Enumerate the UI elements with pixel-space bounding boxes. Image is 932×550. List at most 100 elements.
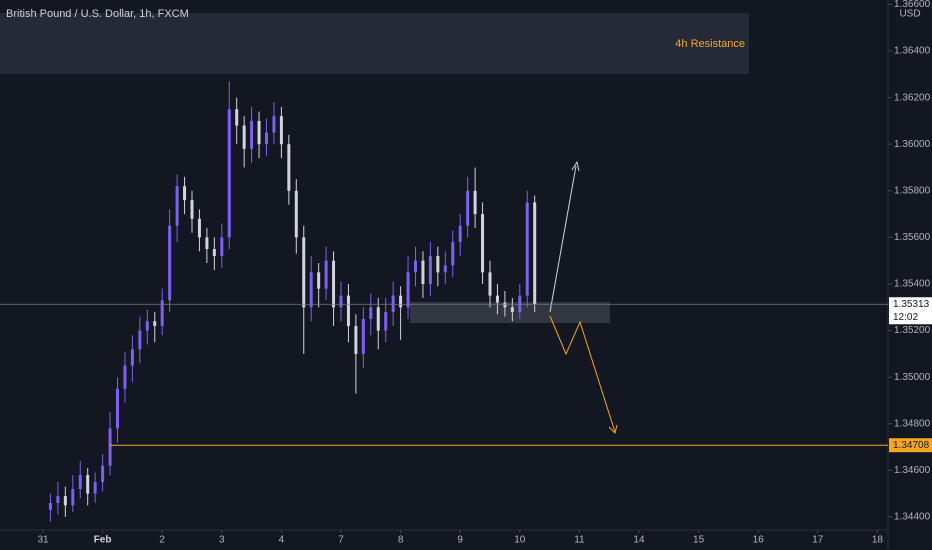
currency: USD <box>899 9 920 20</box>
candle-body <box>227 109 231 238</box>
candle-body <box>138 330 142 350</box>
y-tick-label: 1.34800 <box>894 418 931 429</box>
candle-body <box>294 190 298 238</box>
candle-body <box>250 120 254 149</box>
candle-body <box>481 214 485 273</box>
candle-body <box>257 120 261 145</box>
resistance-zone <box>0 13 749 74</box>
candle-body <box>175 186 179 226</box>
y-tick-label: 1.35200 <box>894 325 931 336</box>
x-tick-label: 7 <box>338 535 344 546</box>
candle-body <box>168 225 172 301</box>
y-tick-label: 1.35800 <box>894 185 931 196</box>
candle-body <box>86 475 90 494</box>
x-tick-label: 31 <box>37 535 49 546</box>
candle-body <box>518 295 522 312</box>
candle-body <box>354 325 358 354</box>
candle-body <box>376 307 380 331</box>
y-tick-label: 1.35600 <box>894 232 931 243</box>
candle-body <box>391 295 395 312</box>
candle-body <box>384 311 388 331</box>
support-zone <box>410 302 610 323</box>
chart-title: British Pound / U.S. Dollar, 1h, FXCM <box>6 8 189 20</box>
y-tick-label: 1.35000 <box>894 372 931 383</box>
candle-body <box>153 321 157 326</box>
candle-body <box>145 321 149 331</box>
candle-body <box>369 307 373 319</box>
x-tick-label: 18 <box>872 535 884 546</box>
candle-body <box>272 116 276 133</box>
candle-body <box>339 295 343 308</box>
candle-body <box>242 125 246 149</box>
candle-body <box>116 388 120 429</box>
down-arrow <box>549 315 616 433</box>
candle-body <box>495 295 499 303</box>
candle-body <box>287 144 291 191</box>
candle-body <box>220 237 224 257</box>
candle-body <box>71 488 75 506</box>
x-tick-label: 16 <box>753 535 765 546</box>
up-arrow <box>549 165 577 313</box>
last-price-box <box>889 297 932 325</box>
candle-body <box>436 256 440 273</box>
candle-body <box>466 190 470 226</box>
y-tick-label: 1.36600 <box>894 0 931 10</box>
last-price-label: 1.35313 <box>893 299 930 310</box>
candle-body <box>510 307 514 312</box>
candle-body <box>324 260 328 289</box>
candle-body <box>56 495 60 503</box>
plot <box>48 81 537 522</box>
level-label-box <box>889 438 932 453</box>
candle-body <box>413 260 417 273</box>
x-tick-label: Feb <box>94 535 112 546</box>
countdown: 12:02 <box>893 312 918 323</box>
candle-body <box>212 249 216 257</box>
x-tick-label: 9 <box>457 535 463 546</box>
x-tick-label: 11 <box>574 535 585 546</box>
candle-body <box>361 318 365 354</box>
candle-body <box>302 237 306 308</box>
candle-body <box>332 260 336 308</box>
candle-body <box>309 272 313 308</box>
y-tick-label: 1.36400 <box>894 46 931 57</box>
up-arrowhead <box>571 160 580 172</box>
candle-body <box>205 237 209 250</box>
candle-body <box>101 465 105 483</box>
y-tick-label: 1.36000 <box>894 139 931 150</box>
candle-body <box>183 186 187 201</box>
x-tick-label: 14 <box>633 535 645 546</box>
x-tick-label: 3 <box>219 535 225 546</box>
candle-body <box>406 272 410 308</box>
down-arrowhead <box>608 424 618 434</box>
candle-body <box>533 202 537 305</box>
candle-body <box>458 225 462 243</box>
candle-body <box>488 272 492 296</box>
candle-body <box>235 109 239 126</box>
candle-body <box>503 302 507 308</box>
candle-body <box>160 300 164 326</box>
candle-body <box>130 349 134 366</box>
y-tick-label: 1.34600 <box>894 465 931 476</box>
candle-body <box>451 242 455 266</box>
candle-body <box>93 482 97 494</box>
candle-body <box>399 295 403 308</box>
candle-body <box>473 190 477 215</box>
x-tick-label: 4 <box>279 535 285 546</box>
candle-body <box>48 502 52 510</box>
y-tick-label: 1.34400 <box>894 512 931 523</box>
candle-body <box>421 260 425 284</box>
candle-body <box>443 265 447 273</box>
annotation: 4h Resistance <box>675 38 745 50</box>
x-tick-label: 17 <box>812 535 824 546</box>
candle-body <box>108 428 112 466</box>
candle-body <box>525 202 529 296</box>
candle-body <box>123 365 127 389</box>
y-tick-label: 1.36200 <box>894 92 931 103</box>
x-tick-label: 10 <box>514 535 526 546</box>
level-label: 1.34708 <box>893 440 930 451</box>
y-tick-label: 1.35400 <box>894 279 931 290</box>
candle-body <box>279 116 283 145</box>
candle-body <box>63 495 67 506</box>
